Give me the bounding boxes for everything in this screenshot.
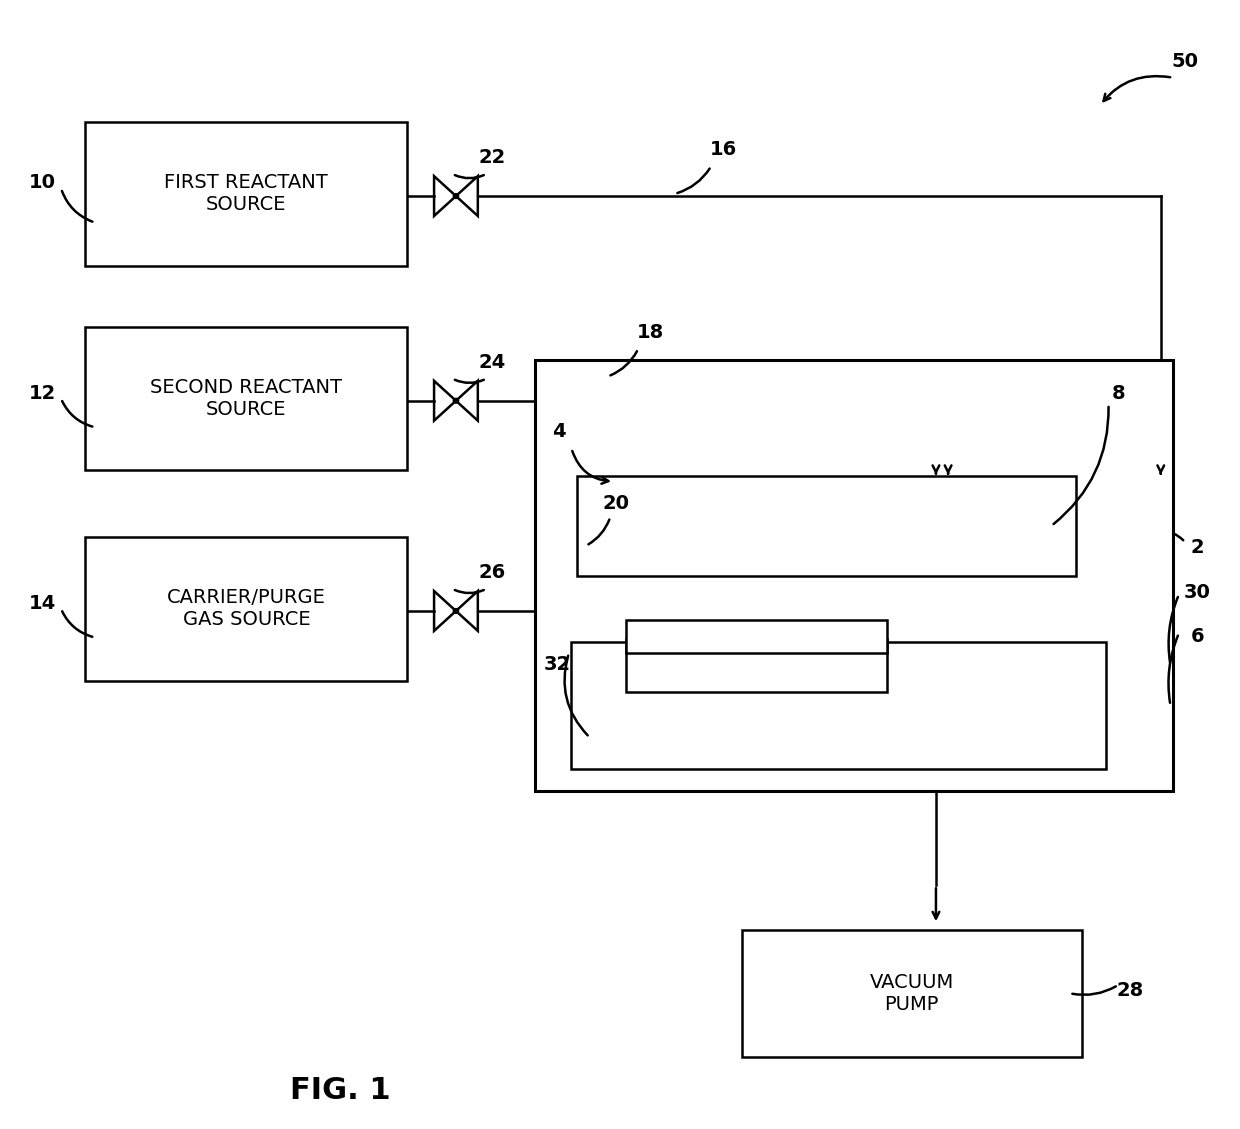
Text: 50: 50 bbox=[1172, 52, 1199, 71]
Text: 14: 14 bbox=[30, 594, 56, 613]
Bar bbox=[578, 476, 1075, 576]
Text: FIRST REACTANT
SOURCE: FIRST REACTANT SOURCE bbox=[165, 174, 329, 215]
Text: 18: 18 bbox=[637, 323, 663, 342]
Text: 28: 28 bbox=[1117, 981, 1145, 1000]
Bar bbox=[86, 536, 407, 681]
Text: 22: 22 bbox=[479, 148, 506, 167]
Bar bbox=[86, 122, 407, 265]
Text: 16: 16 bbox=[709, 140, 737, 159]
Bar bbox=[534, 360, 1173, 791]
Text: 12: 12 bbox=[30, 384, 56, 403]
Text: VACUUM
PUMP: VACUUM PUMP bbox=[869, 973, 954, 1014]
Text: 2: 2 bbox=[1190, 539, 1204, 558]
Bar bbox=[572, 642, 1106, 769]
Text: SECOND REACTANT
SOURCE: SECOND REACTANT SOURCE bbox=[150, 378, 342, 419]
Text: 24: 24 bbox=[479, 352, 506, 371]
Bar bbox=[626, 639, 888, 692]
Bar bbox=[86, 326, 407, 471]
Circle shape bbox=[454, 399, 459, 403]
Bar bbox=[626, 620, 888, 653]
Bar bbox=[742, 929, 1081, 1057]
Circle shape bbox=[454, 194, 459, 199]
Text: 26: 26 bbox=[479, 562, 506, 581]
Circle shape bbox=[454, 609, 459, 613]
Text: 10: 10 bbox=[30, 173, 56, 192]
Text: 32: 32 bbox=[543, 655, 570, 674]
Text: 6: 6 bbox=[1190, 627, 1204, 646]
Text: 4: 4 bbox=[553, 422, 565, 441]
Text: 20: 20 bbox=[603, 495, 630, 514]
Text: 30: 30 bbox=[1184, 583, 1210, 602]
Text: 8: 8 bbox=[1111, 384, 1125, 403]
Text: CARRIER/PURGE
GAS SOURCE: CARRIER/PURGE GAS SOURCE bbox=[167, 588, 326, 629]
Text: FIG. 1: FIG. 1 bbox=[290, 1076, 391, 1104]
